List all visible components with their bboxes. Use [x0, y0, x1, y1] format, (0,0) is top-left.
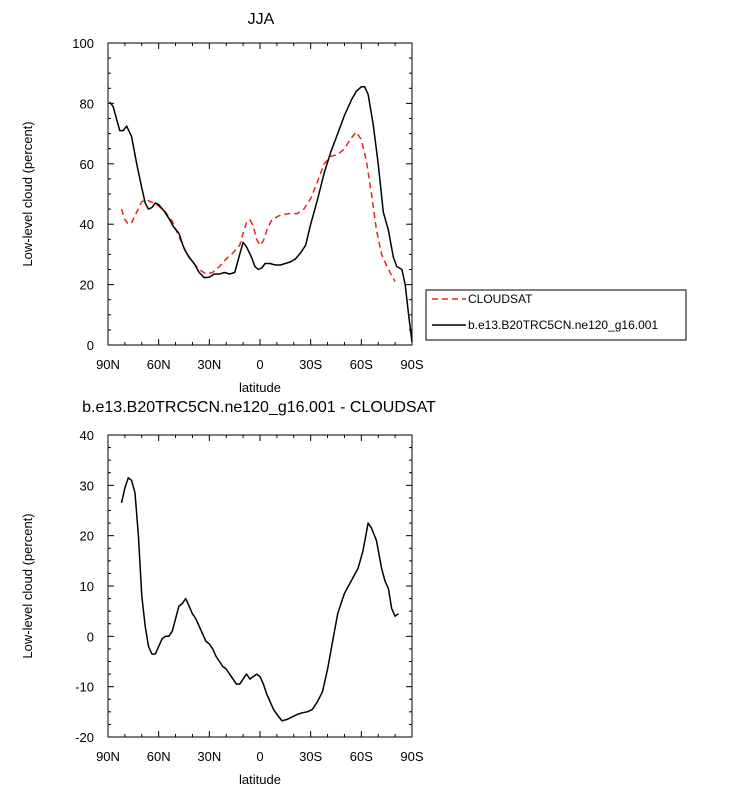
y-tick-label: -10	[75, 680, 94, 695]
y-tick-label: -20	[75, 730, 94, 745]
x-tick-label: 60N	[147, 357, 171, 372]
legend: CLOUDSAT b.e13.B20TRC5CN.ne120_g16.001	[425, 289, 687, 341]
legend-box	[425, 289, 687, 341]
top-axis-ticks: 90N 60N 30N 0 30S 60S 90S 0 20 40 60 80 100	[72, 36, 424, 372]
x-tick-label: 30N	[197, 749, 221, 764]
bottom-x-axis-label: latitude	[239, 772, 281, 787]
bottom-plot-frame	[107, 434, 413, 738]
x-tick-label: 30S	[299, 357, 322, 372]
x-tick-label: 0	[256, 357, 263, 372]
x-tick-label: 30S	[299, 749, 322, 764]
bottom-panel: b.e13.B20TRC5CN.ne120_g16.001 - CLOUDSAT…	[20, 399, 436, 787]
y-tick-label: 40	[80, 217, 94, 232]
bottom-y-axis-label: Low-level cloud (percent)	[20, 513, 35, 658]
y-tick-label: 40	[80, 428, 94, 443]
legend-cloudsat-label: CLOUDSAT	[468, 292, 533, 306]
x-tick-label: 90N	[96, 357, 120, 372]
series-line-difference	[120, 477, 399, 722]
y-tick-label: 100	[72, 36, 94, 51]
x-tick-label: 60N	[147, 749, 171, 764]
top-plot-frame	[107, 42, 413, 346]
y-tick-label: 20	[80, 278, 94, 293]
top-panel: JJA 90N 60N 30N 0 30S 60S 90S 0 20 40 60 80 100 lati…	[20, 11, 424, 395]
series-line-cloudsat	[120, 131, 396, 282]
legend-model-label: b.e13.B20TRC5CN.ne120_g16.001	[468, 318, 658, 332]
y-tick-label: 20	[80, 529, 94, 544]
top-chart-title: JJA	[248, 11, 275, 28]
y-tick-label: 10	[80, 579, 94, 594]
x-tick-label: 90S	[400, 357, 423, 372]
bottom-chart-title: b.e13.B20TRC5CN.ne120_g16.001 - CLOUDSAT	[82, 399, 436, 416]
x-tick-label: 90S	[400, 749, 423, 764]
y-tick-label: 30	[80, 478, 94, 493]
top-x-axis-label: latitude	[239, 380, 281, 395]
top-y-axis-label: Low-level cloud (percent)	[20, 121, 35, 266]
series-line-model	[109, 86, 413, 343]
y-tick-label: 0	[87, 629, 94, 644]
x-tick-label: 60S	[350, 749, 373, 764]
y-tick-label: 60	[80, 157, 94, 172]
y-tick-label: 0	[87, 338, 94, 353]
x-tick-label: 30N	[197, 357, 221, 372]
bottom-axis-ticks: 90N 60N 30N 0 30S 60S 90S -20 -10 0 10 20 30 40	[75, 428, 424, 764]
x-tick-label: 60S	[350, 357, 373, 372]
x-tick-label: 90N	[96, 749, 120, 764]
top-series-group	[109, 86, 413, 343]
x-tick-label: 0	[256, 749, 263, 764]
y-tick-label: 80	[80, 96, 94, 111]
bottom-series-group	[120, 477, 399, 722]
